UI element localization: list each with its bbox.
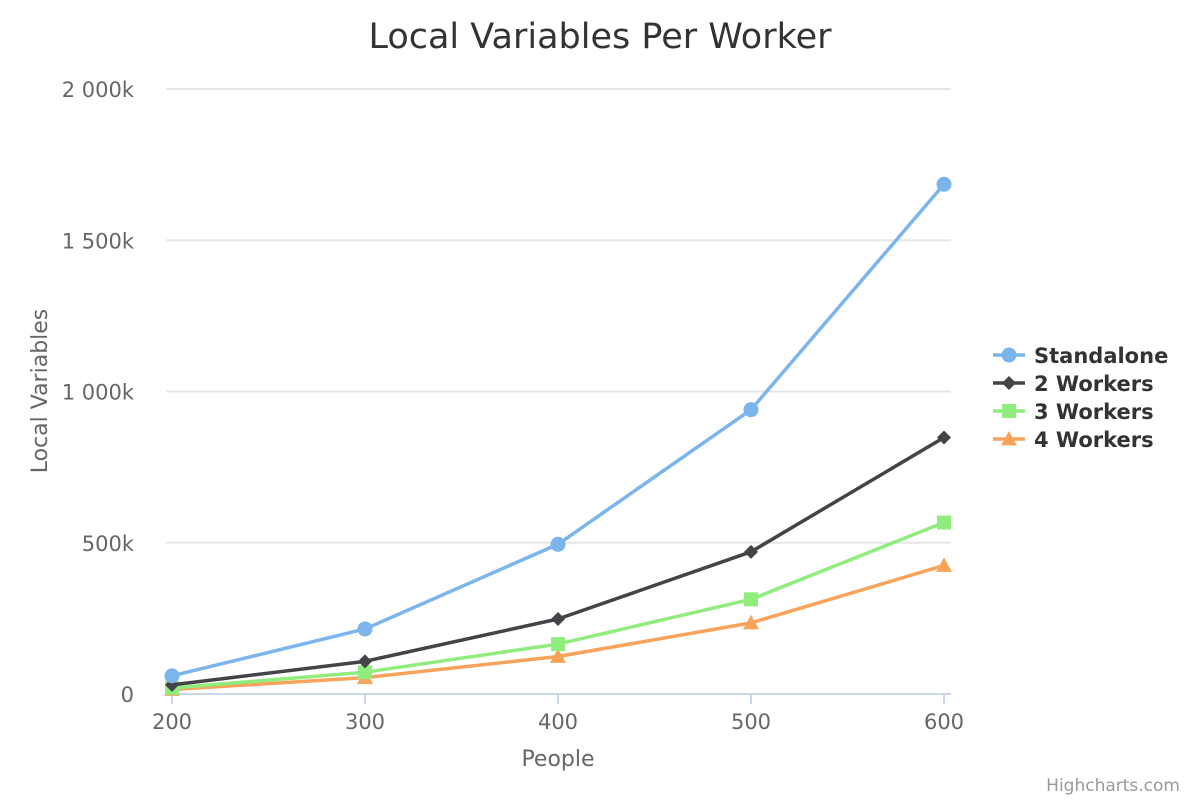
data-point-3-workers[interactable] (358, 665, 372, 680)
y-tick-label: 1 500k (62, 229, 135, 253)
data-point-4-workers[interactable] (936, 557, 952, 572)
data-point-3-workers[interactable] (744, 592, 758, 607)
data-point-4-workers[interactable] (550, 648, 566, 663)
series-standalone (164, 176, 952, 684)
series-4-workers (164, 557, 952, 696)
axes: 0 500k 1 000k 1 500k 2 000k 200 300 400 500 600 (62, 78, 964, 734)
legend-label: Standalone (1034, 344, 1168, 368)
y-tick-label: 0 (121, 683, 134, 707)
y-axis-title: Local Variables (28, 309, 53, 474)
x-tick-label: 600 (924, 710, 964, 734)
y-tick-label: 500k (82, 532, 135, 556)
y-tick-label: 2 000k (62, 78, 135, 102)
series-group (164, 176, 952, 696)
x-tick-label: 200 (152, 710, 192, 734)
data-point-standalone[interactable] (936, 176, 952, 192)
x-tick-label: 300 (345, 710, 385, 734)
data-point-3-workers[interactable] (551, 637, 565, 652)
data-point-3-workers[interactable] (937, 515, 951, 530)
legend-marker-2-workers (1002, 376, 1016, 390)
legend-label: 3 Workers (1034, 400, 1154, 424)
legend-item-2-workers[interactable]: 2 Workers (993, 372, 1154, 396)
y-tick-label: 1 000k (62, 381, 135, 405)
data-point-2-workers[interactable] (358, 654, 372, 669)
legend-item-4-workers[interactable]: 4 Workers (993, 428, 1154, 452)
data-point-2-workers[interactable] (744, 544, 758, 559)
data-point-standalone[interactable] (164, 668, 180, 684)
legend-label: 4 Workers (1034, 428, 1154, 452)
legend-marker-standalone (1001, 347, 1017, 363)
legend-marker-4-workers (1001, 431, 1017, 446)
data-point-standalone[interactable] (550, 536, 566, 552)
legend-item-standalone[interactable]: Standalone (993, 344, 1168, 368)
x-tick-label: 500 (731, 710, 771, 734)
chart-title: Local Variables Per Worker (368, 17, 832, 57)
data-point-standalone[interactable] (357, 621, 373, 637)
legend: Standalone 2 Workers 3 Workers 4 Workers (993, 344, 1168, 452)
series-line-standalone[interactable] (170, 182, 946, 678)
x-axis-title: People (521, 747, 594, 772)
x-tick-label: 400 (538, 710, 578, 734)
legend-label: 2 Workers (1034, 372, 1154, 396)
data-point-2-workers[interactable] (551, 611, 565, 626)
data-point-4-workers[interactable] (743, 614, 759, 630)
data-point-standalone[interactable] (743, 402, 759, 418)
data-point-2-workers[interactable] (937, 430, 951, 445)
legend-item-3-workers[interactable]: 3 Workers (993, 400, 1154, 424)
legend-marker-3-workers (1002, 404, 1016, 418)
credits-link[interactable]: Highcharts.com (1046, 776, 1180, 796)
